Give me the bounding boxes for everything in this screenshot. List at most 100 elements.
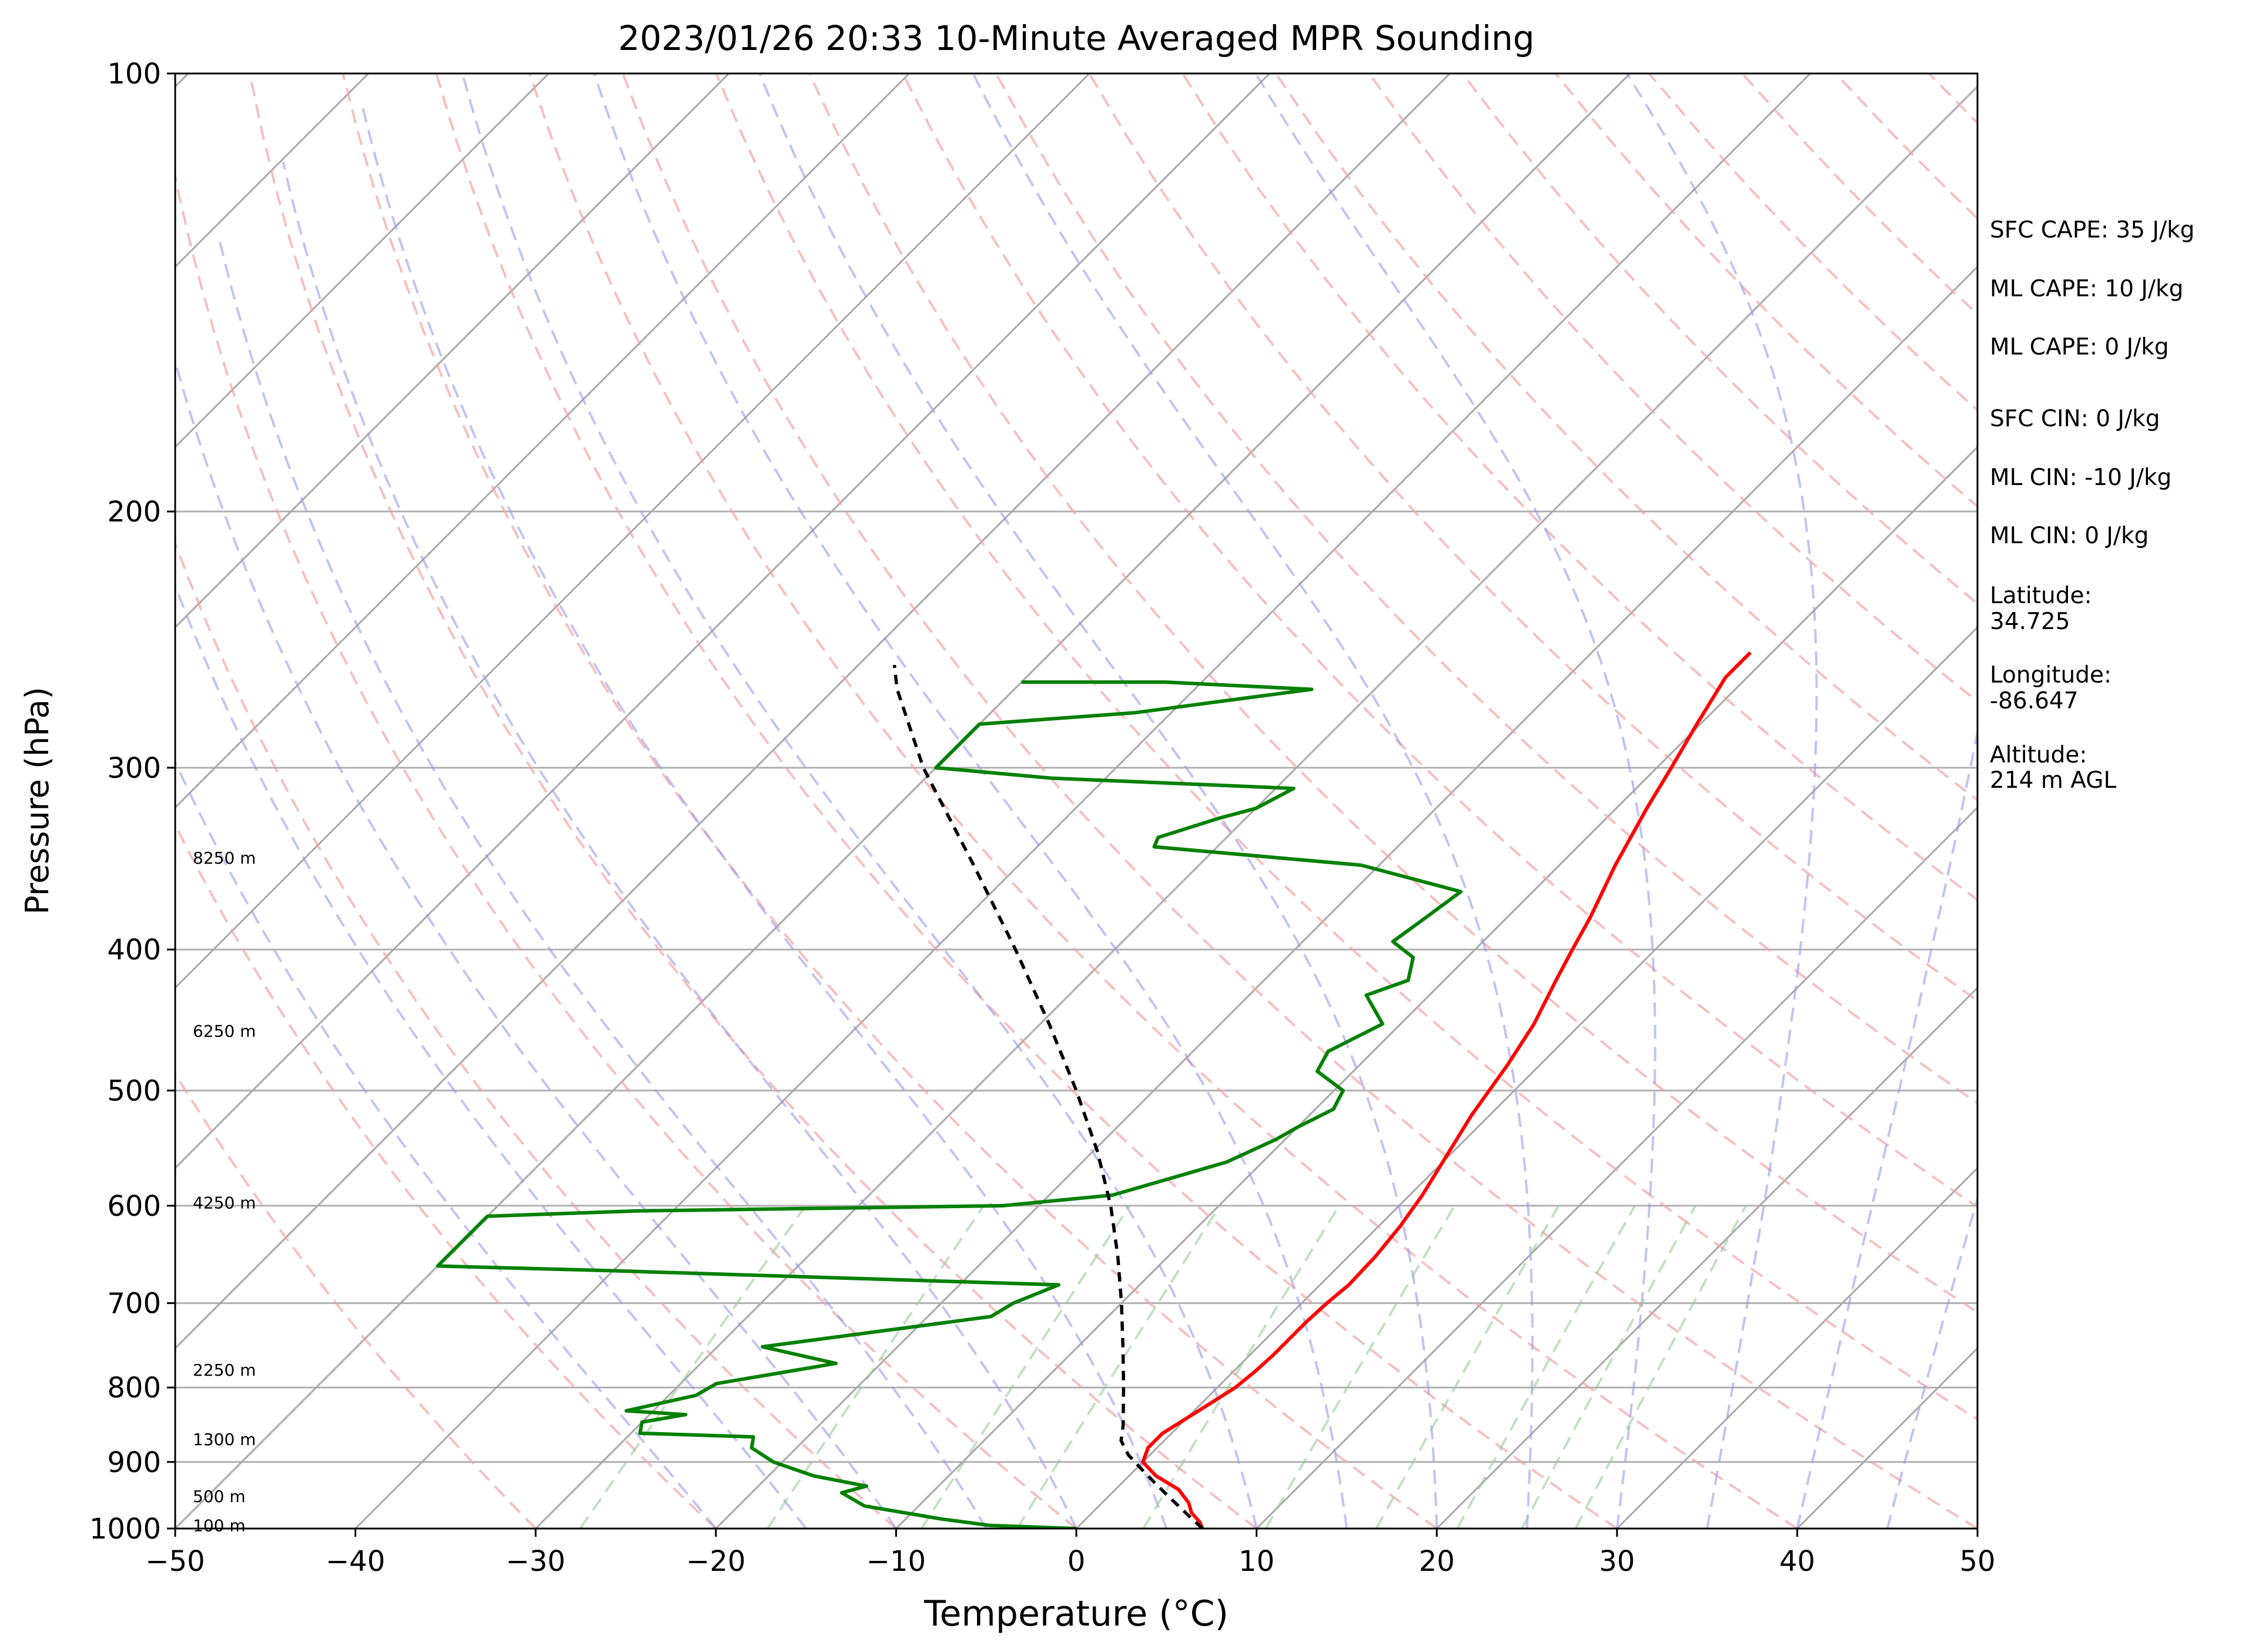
height-label: 4250 m bbox=[193, 1193, 256, 1213]
moist-adiabat-line bbox=[218, 239, 988, 1529]
dry-adiabat-line bbox=[528, 73, 1798, 1529]
height-label: 100 m bbox=[193, 1516, 246, 1536]
x-tick-label: 20 bbox=[1419, 1545, 1455, 1578]
parcel-profile-line bbox=[892, 664, 1204, 1529]
isotherm-line bbox=[895, 446, 1977, 1529]
dry-adiabat-line bbox=[175, 1071, 537, 1529]
dry-adiabat-line bbox=[1182, 73, 1977, 902]
height-labels: 100 m 500 m 1300 m 2250 m 4250 m 6250 m 8250 m bbox=[193, 848, 256, 1535]
mixing-ratio-line bbox=[579, 1205, 807, 1529]
x-tick-label: 30 bbox=[1599, 1545, 1635, 1578]
isotherm-line bbox=[1616, 1166, 1977, 1529]
latitude-label: Latitude: bbox=[1990, 583, 2092, 610]
y-tick-label: 100 bbox=[107, 58, 161, 91]
ml-cin-text: ML CIN: -10 J/kg bbox=[1990, 464, 2172, 491]
moist-adiabat-line bbox=[360, 103, 1168, 1529]
mixing-ratio-line bbox=[1375, 1205, 1560, 1529]
x-axis-label: Temperature (°C) bbox=[923, 1593, 1229, 1634]
sfc-cape-text: SFC CAPE: 35 J/kg bbox=[1990, 217, 2195, 243]
spacer bbox=[1990, 634, 2237, 663]
y-tick-label: 800 bbox=[107, 1372, 161, 1404]
dry-adiabat-line bbox=[342, 73, 1438, 1529]
mixing-ratio-line bbox=[921, 1205, 1131, 1529]
x-tick-label: 50 bbox=[1959, 1545, 1995, 1578]
dry-adiabat-line bbox=[901, 73, 1977, 1209]
dry-adiabat-line bbox=[248, 73, 1257, 1529]
isotherm-line bbox=[715, 265, 1977, 1529]
spacer bbox=[1990, 432, 2237, 465]
dry-adiabat-line bbox=[995, 73, 1977, 1105]
dry-adiabat-line bbox=[435, 73, 1618, 1529]
moist-adiabat-line bbox=[758, 73, 1438, 1529]
latitude-value: 34.725 bbox=[1990, 608, 2070, 635]
height-label: 1300 m bbox=[193, 1430, 256, 1449]
spacer bbox=[1990, 302, 2237, 335]
mixing-ratio-line bbox=[1456, 1205, 1636, 1529]
y-tick-label: 200 bbox=[107, 496, 161, 529]
x-tick-label: −30 bbox=[506, 1545, 565, 1578]
y-tick-label: 1000 bbox=[89, 1513, 161, 1546]
dry-adiabat-line bbox=[715, 73, 1977, 1421]
isotherm-line bbox=[175, 73, 1090, 989]
isotherm-line bbox=[175, 73, 910, 809]
y-tick-label: 400 bbox=[107, 934, 161, 967]
isotherm-line bbox=[1256, 806, 1977, 1529]
dry-adiabat-line bbox=[621, 73, 1977, 1529]
mixing-ratio-line bbox=[1264, 1205, 1456, 1529]
moist-adiabat-line bbox=[1796, 725, 1977, 1529]
ml-cin-text-2: ML CIN: 0 J/kg bbox=[1990, 523, 2149, 550]
spacer bbox=[1990, 714, 2237, 743]
y-tick-label: 600 bbox=[107, 1190, 161, 1223]
temperature-line bbox=[1141, 651, 1752, 1529]
height-label: 8250 m bbox=[193, 848, 256, 868]
mixing-ratio-line bbox=[1521, 1205, 1697, 1529]
plot-area bbox=[175, 73, 1977, 1529]
moist-adiabat-line bbox=[282, 161, 1078, 1529]
spacer bbox=[1990, 243, 2237, 276]
spacer bbox=[1990, 490, 2237, 523]
isotherm-line bbox=[175, 73, 730, 629]
isotherm-line bbox=[175, 73, 550, 449]
isotherm-line bbox=[1436, 986, 1977, 1529]
ml-cape-text: ML CAPE: 10 J/kg bbox=[1990, 275, 2184, 302]
altitude-label: Altitude: bbox=[1990, 741, 2087, 768]
altitude-value: 214 m AGL bbox=[1990, 767, 2117, 794]
isotherm-line bbox=[354, 73, 1811, 1529]
spacer bbox=[1990, 360, 2237, 406]
x-tick-label: −20 bbox=[686, 1545, 745, 1578]
height-label: 6250 m bbox=[193, 1022, 256, 1041]
ml-cape-text-2: ML CAPE: 0 J/kg bbox=[1990, 334, 2169, 361]
mixing-ratio-line bbox=[767, 1205, 985, 1529]
dry-adiabat-line bbox=[1088, 73, 1977, 1002]
dry-adiabat-line bbox=[175, 822, 717, 1529]
longitude-label: Longitude: bbox=[1990, 662, 2112, 689]
height-label: 2250 m bbox=[193, 1360, 256, 1380]
mixing-ratio-line bbox=[1016, 1205, 1221, 1529]
sfc-cin-text: SFC CIN: 0 J/kg bbox=[1990, 406, 2160, 433]
dry-adiabat-line bbox=[175, 540, 897, 1529]
moist-adiabat-line bbox=[1625, 73, 1818, 1529]
stats-panel: SFC CAPE: 35 J/kg ML CAPE: 10 J/kg ML CA… bbox=[1990, 218, 2237, 794]
dewpoint-line bbox=[436, 680, 1463, 1529]
dry-adiabat-line bbox=[175, 170, 1078, 1529]
moist-adiabat-line bbox=[175, 760, 717, 1529]
moist-adiabat-line bbox=[972, 73, 1534, 1529]
moist-adiabat-line bbox=[461, 73, 1258, 1529]
chart-title: 2023/01/26 20:33 10-Minute Averaged MPR … bbox=[618, 18, 1534, 58]
y-tick-label: 500 bbox=[107, 1075, 161, 1108]
x-tick-label: 40 bbox=[1779, 1545, 1815, 1578]
y-tick-label: 900 bbox=[107, 1446, 161, 1479]
longitude-value: -86.647 bbox=[1990, 688, 2079, 715]
x-tick-label: 10 bbox=[1239, 1545, 1274, 1578]
height-label: 500 m bbox=[193, 1487, 246, 1506]
y-tick-label: 300 bbox=[107, 752, 161, 785]
spacer bbox=[1990, 549, 2237, 583]
y-axis-label: Pressure (hPa) bbox=[19, 687, 56, 914]
y-tick-label: 700 bbox=[107, 1288, 161, 1320]
ticks-layer: −50 −40 −30 −20 −10 0 10 20 30 40 50 1000 900 800 700 6… bbox=[89, 58, 1996, 1578]
x-tick-label: −10 bbox=[866, 1545, 926, 1578]
x-tick-label: −40 bbox=[326, 1545, 385, 1578]
moist-adiabat-line bbox=[175, 583, 807, 1529]
isotherm-line bbox=[175, 73, 1631, 1529]
